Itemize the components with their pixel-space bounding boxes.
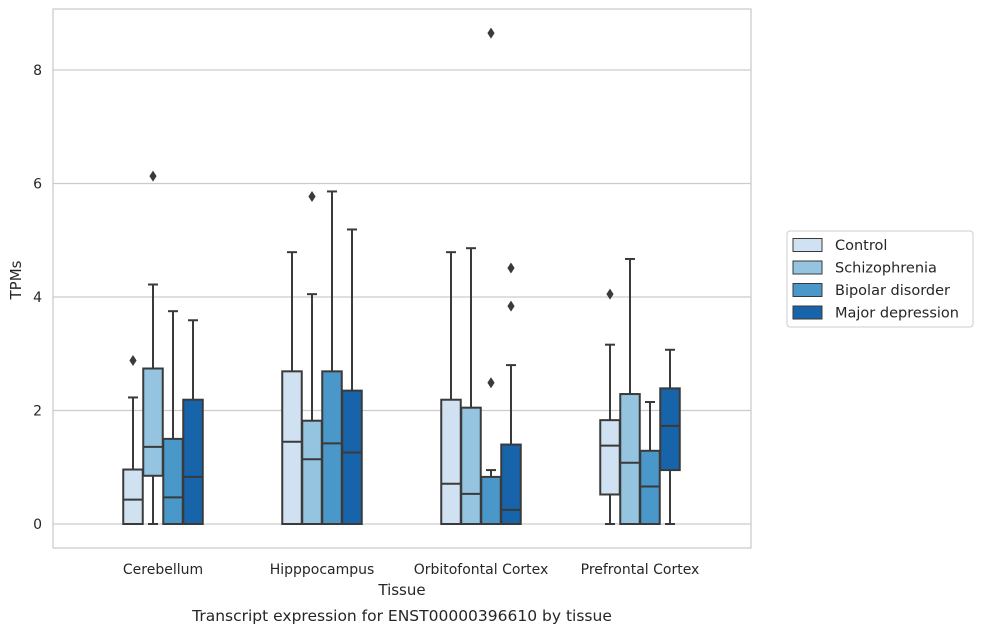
box: [480, 475, 502, 525]
box: [659, 387, 681, 472]
legend-swatch: [792, 283, 823, 297]
box: [599, 419, 621, 496]
box: [142, 367, 164, 477]
legend-frame: [786, 230, 974, 328]
boxes: [122, 27, 681, 526]
outlier-point: [606, 288, 614, 300]
legend: Control Schizophrenia Bipolar disorder Majo…: [786, 230, 974, 328]
box-group: [341, 228, 363, 526]
legend-label: Control: [835, 238, 887, 254]
legend-swatch: [792, 260, 823, 275]
y-tick-label: 2: [33, 404, 42, 420]
outlier-point: [129, 355, 137, 367]
legend-swatch: [792, 238, 823, 252]
box: [440, 398, 462, 525]
outlier-point: [149, 170, 157, 182]
plot-frame: [52, 8, 752, 549]
outlier-point: [487, 27, 495, 39]
x-tick-label: Hipppocampus: [270, 562, 375, 578]
x-tick-label: Prefrontal Cortex: [581, 562, 700, 578]
y-tick-label: 6: [33, 177, 42, 193]
box: [341, 389, 363, 526]
legend-label: Major depression: [835, 306, 959, 322]
y-tick-label: 4: [33, 290, 42, 306]
box: [301, 419, 323, 525]
box-group: [460, 247, 482, 526]
x-axis-label: Tissue: [377, 581, 425, 599]
box-group: [659, 348, 681, 525]
x-tick-label: Cerebellum: [123, 562, 203, 578]
box: [619, 393, 641, 526]
x-tick-labels: Cerebellum Hipppocampus Orbitofontal Corte…: [123, 562, 699, 578]
box-group: [500, 262, 522, 525]
box-group: [599, 288, 621, 525]
outlier-point: [507, 262, 515, 274]
legend-swatch: [792, 305, 823, 320]
outlier-point: [487, 377, 495, 389]
box: [182, 398, 204, 525]
box-group: [122, 355, 144, 525]
y-tick-label: 0: [33, 517, 42, 533]
box: [281, 370, 303, 525]
box-group: [619, 257, 641, 526]
box: [321, 370, 343, 525]
box-group: [182, 319, 204, 525]
legend-label: Schizophrenia: [835, 261, 937, 277]
y-axis-label: TPMs: [7, 260, 25, 300]
box: [162, 437, 184, 525]
box: [460, 406, 482, 526]
box: [500, 443, 522, 525]
box-group: [639, 400, 661, 526]
legend-label: Bipolar disorder: [835, 283, 950, 299]
box-group: [142, 170, 164, 525]
y-tick-label: 8: [33, 63, 42, 79]
outlier-point: [507, 300, 515, 312]
y-tick-labels: 0 2 4 6 8: [33, 63, 42, 533]
box-group: [301, 191, 323, 525]
outlier-point: [308, 191, 316, 203]
figure-caption: Transcript expression for ENST0000039661…: [191, 607, 612, 625]
x-tick-label: Orbitofontal Cortex: [414, 562, 549, 578]
box: [122, 468, 144, 525]
